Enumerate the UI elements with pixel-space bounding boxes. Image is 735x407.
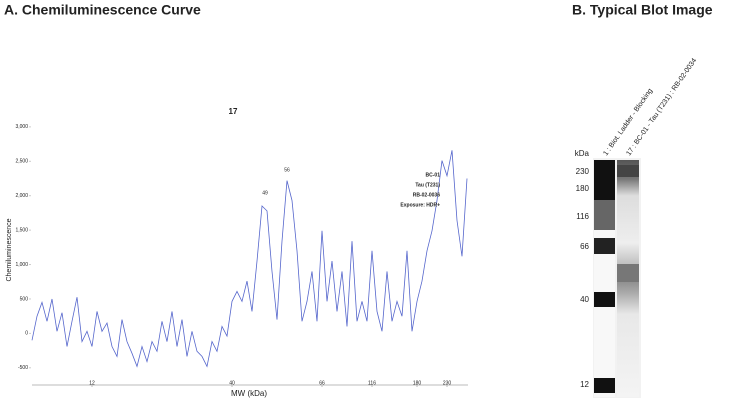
marker-label: 12 [580,380,589,389]
peak-label: 49 [262,190,268,196]
band [617,165,639,177]
x-tick-label: 116 [368,380,376,386]
info-text: RB-02-0036 [413,192,440,198]
chart-title: 17 [229,107,238,116]
y-axis-label: Chemiluminescence [6,218,13,281]
band [594,200,615,230]
marker-label: 116 [576,212,589,221]
x-tick-label: 180 [413,380,422,386]
x-tick-label: 12 [89,380,95,386]
band [594,378,615,393]
marker-label: 180 [576,184,590,193]
x-tick-label: 40 [229,380,235,386]
y-tick-label: 500 [20,296,29,302]
x-tick-label: 66 [319,380,325,386]
unit-label: kDa [575,149,590,158]
y-tick-label: 0 [25,331,28,337]
info-text: Tau (T231) [415,182,440,188]
band [594,160,615,200]
y-tick-label: 1,500 [15,227,28,233]
info-text: Exposure: HDR+ [400,202,440,208]
marker-label: 40 [580,295,589,304]
y-tick-label: 2,000 [15,193,28,199]
marker-label: 230 [576,167,590,176]
x-tick-label: 230 [443,380,452,386]
info-text: BC-01 [426,172,441,178]
marker-label: 66 [580,242,589,251]
y-tick-label: 1,000 [15,262,28,268]
band [617,264,639,282]
y-tick-label: -500 [18,365,28,371]
y-tick-label: 3,000 [15,124,28,130]
peak-label: 56 [284,167,290,173]
panel-title: A. Chemiluminescence Curve [4,2,201,18]
panel-title: B. Typical Blot Image [572,2,713,18]
x-axis-label: MW (kDa) [231,389,267,398]
y-tick-label: 2,500 [15,159,28,165]
plot: -500 0 500 1,000 1,500 2,000 2,500 3,000 12 40 66 1… [15,124,468,387]
band [594,292,615,307]
band [594,238,615,254]
data-line [31,150,468,368]
